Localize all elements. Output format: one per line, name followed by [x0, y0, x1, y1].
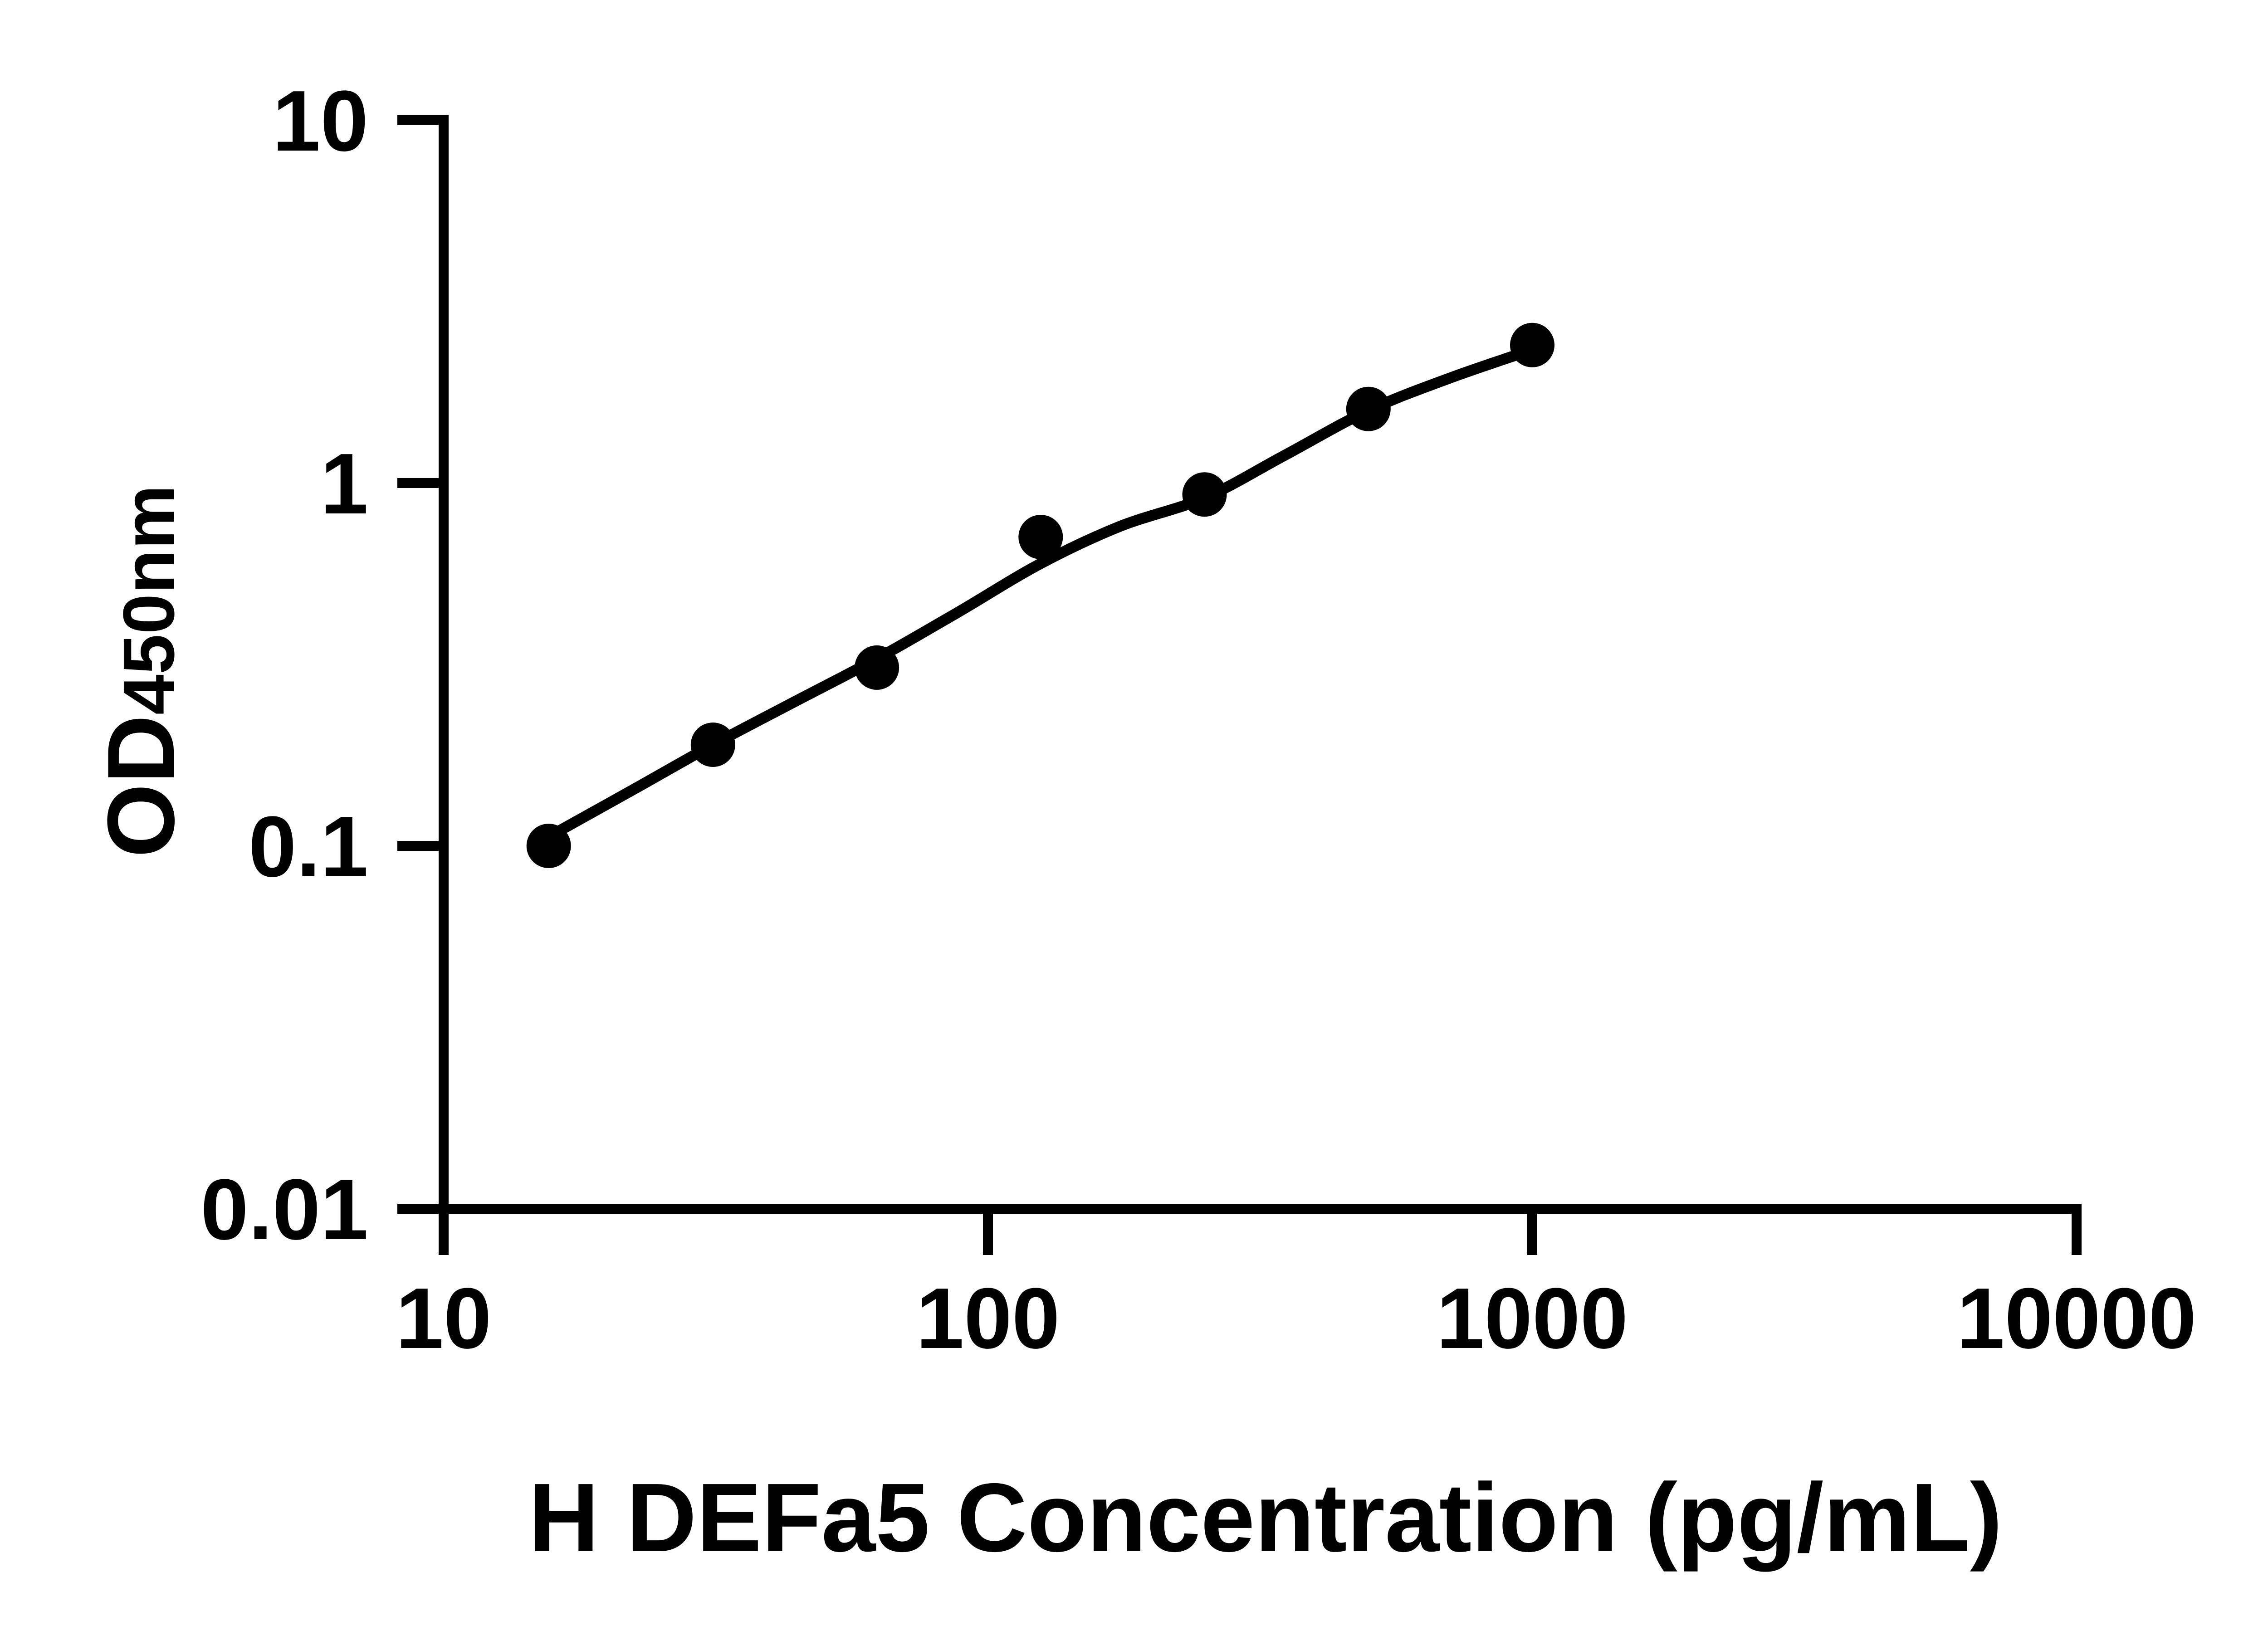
data-point [526, 824, 571, 868]
y-tick-label: 0.01 [200, 1162, 368, 1258]
data-point [1510, 322, 1554, 367]
y-axis-title-subscript: 450nm [108, 485, 189, 715]
x-tick-label: 100 [916, 1270, 1060, 1367]
data-point [1346, 386, 1391, 431]
data-point [1182, 472, 1227, 517]
y-tick-label: 0.1 [249, 799, 368, 895]
series [526, 322, 1554, 868]
x-axis-title: H DEFa5 Concentration (pg/mL) [529, 1463, 2003, 1572]
ticks [397, 115, 2082, 1255]
y-axis-title-main: OD [88, 715, 194, 858]
data-point [1018, 515, 1063, 559]
y-tick-label: 1 [320, 436, 368, 532]
data-point [855, 645, 899, 690]
data-point [690, 723, 735, 767]
x-tick-label: 10 [396, 1270, 491, 1367]
y-tick-label: 10 [273, 73, 368, 169]
x-tick-label: 1000 [1437, 1270, 1628, 1367]
axes [439, 115, 2082, 1214]
x-tick-label: 10000 [1957, 1270, 2196, 1367]
tick-labels: 10 1 0.1 0.01 10 100 1000 10000 [200, 73, 2196, 1367]
y-axis-title: OD450nm [88, 485, 194, 858]
